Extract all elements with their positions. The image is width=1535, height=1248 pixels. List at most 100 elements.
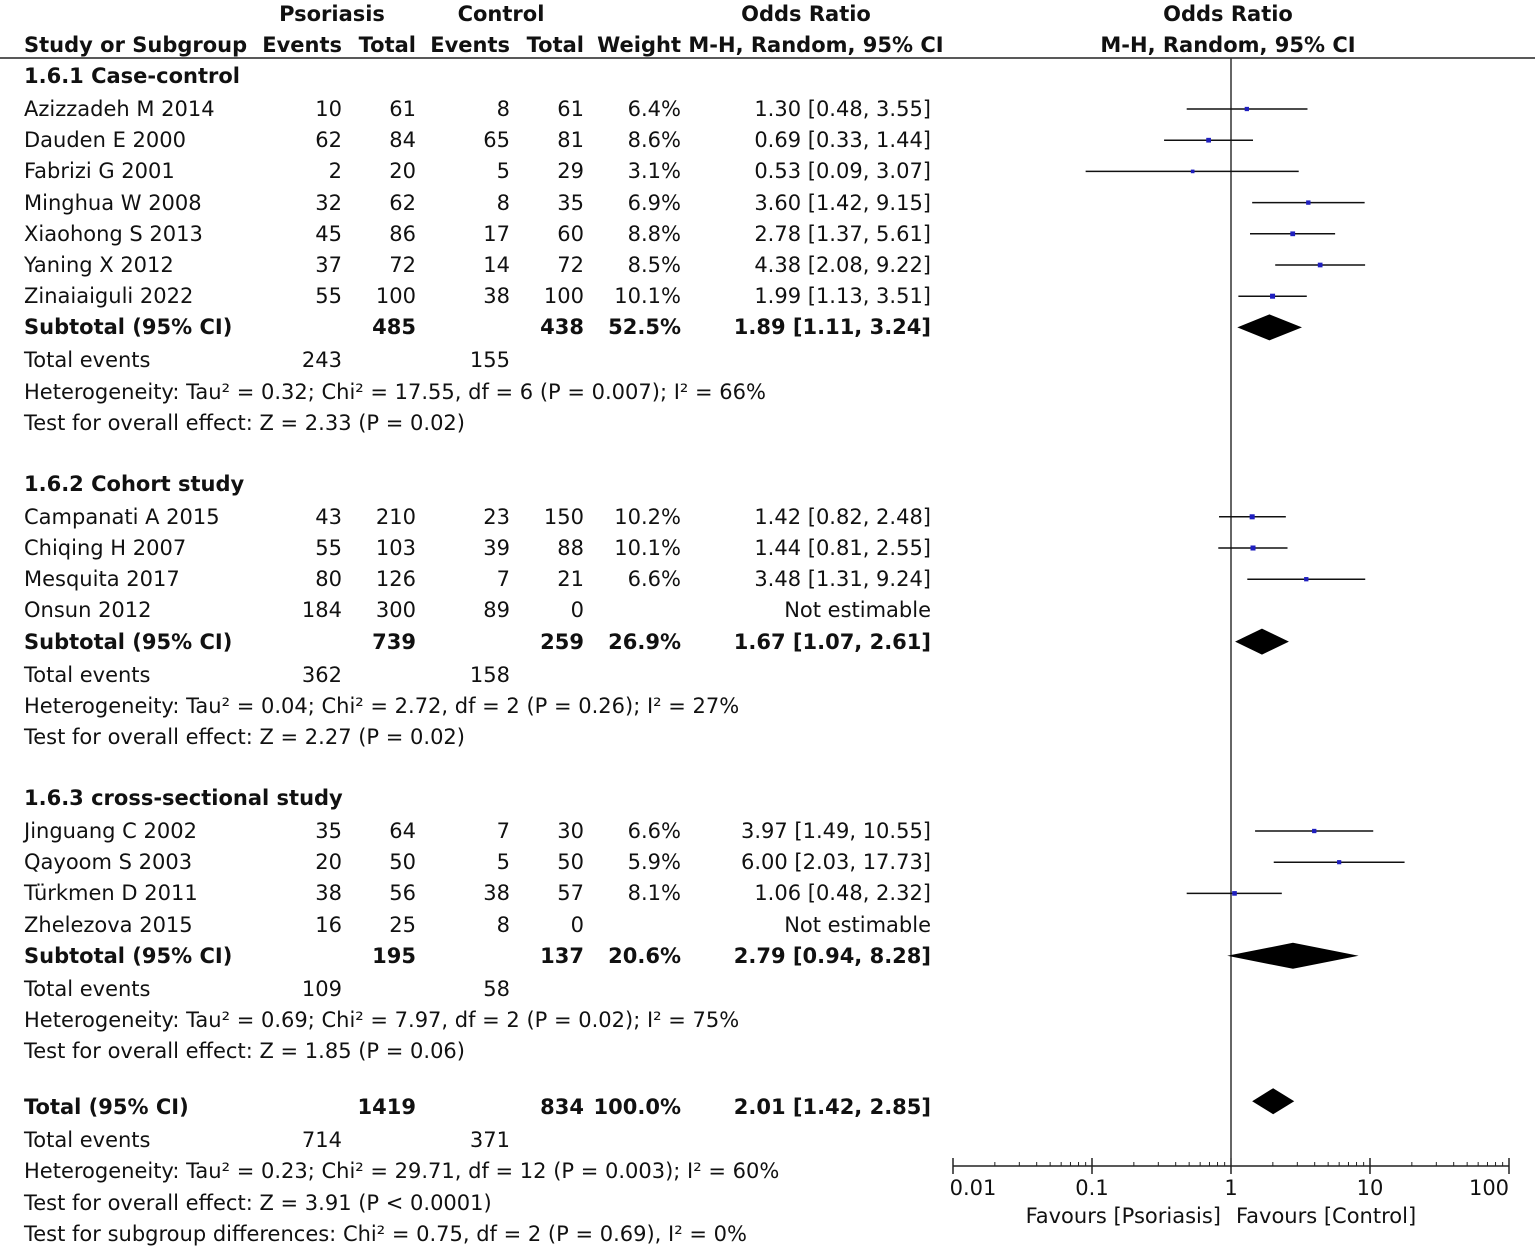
study-total-control: 21	[557, 567, 584, 592]
col-weight: Weight	[597, 33, 681, 57]
overall-total-events-psoriasis: 714	[301, 1128, 342, 1153]
study-total-psoriasis: 84	[389, 128, 416, 153]
study-name: Yaning X 2012	[24, 253, 174, 277]
study-weight: 8.6%	[627, 128, 681, 153]
col-total-control: Total	[526, 33, 584, 57]
study-weight: 6.4%	[627, 97, 681, 121]
study-total-control: 88	[557, 536, 584, 560]
study-point-estimate	[1249, 514, 1255, 520]
study-total-psoriasis: 72	[389, 253, 416, 277]
study-weight: 8.1%	[627, 881, 681, 906]
col-study: Study or Subgroup	[24, 33, 248, 57]
study-ci: 1.06 [0.48, 2.32]	[754, 881, 931, 906]
study-ci: 4.38 [2.08, 9.22]	[754, 253, 931, 277]
study-ci: 1.42 [0.82, 2.48]	[754, 504, 931, 529]
overall-weight: 100.0%	[593, 1095, 681, 1120]
x-tick-label: 0.01	[949, 1176, 997, 1200]
study-events-control: 38	[483, 284, 510, 309]
study-events-psoriasis: 38	[315, 881, 342, 906]
overall-effect-text: Test for overall effect: Z = 1.85 (P = 0…	[24, 1039, 465, 1064]
study-events-psoriasis: 184	[301, 598, 342, 623]
study-weight: 8.5%	[627, 253, 681, 277]
overall-effect-test-text: Test for overall effect: Z = 3.91 (P < 0…	[24, 1190, 492, 1215]
study-events-psoriasis: 55	[315, 536, 342, 560]
study-ci: 3.48 [1.31, 9.24]	[754, 567, 931, 592]
study-name: Dauden E 2000	[24, 128, 186, 153]
study-total-psoriasis: 86	[389, 221, 416, 246]
study-name: Türkmen D 2011	[24, 881, 198, 906]
study-point-estimate	[1244, 106, 1249, 112]
study-total-psoriasis: 20	[389, 159, 416, 184]
study-weight: 3.1%	[627, 159, 681, 184]
overall-ci: 2.01 [1.42, 2.85]	[733, 1095, 931, 1120]
subtotal-weight: 26.9%	[608, 629, 681, 654]
study-point-estimate	[1270, 293, 1276, 299]
subtotal-ci: 1.89 [1.11, 3.24]	[733, 315, 931, 340]
col-method-left: M-H, Random, 95% CI	[688, 33, 944, 57]
overall-label: Total (95% CI)	[24, 1095, 189, 1120]
study-events-psoriasis: 37	[315, 253, 342, 277]
study-ci: 1.44 [0.81, 2.55]	[754, 536, 931, 560]
study-events-control: 8	[496, 912, 510, 937]
study-ci: 6.00 [2.03, 17.73]	[740, 850, 931, 875]
study-events-psoriasis: 43	[315, 504, 342, 529]
study-point-estimate	[1190, 169, 1195, 174]
overall-heterogeneity-text: Heterogeneity: Tau² = 0.23; Chi² = 29.71…	[24, 1159, 780, 1184]
subtotal-label: Subtotal (95% CI)	[24, 943, 233, 968]
study-ci: Not estimable	[784, 912, 931, 937]
study-events-control: 23	[483, 504, 510, 529]
heterogeneity-text: Heterogeneity: Tau² = 0.04; Chi² = 2.72,…	[24, 693, 740, 718]
study-events-psoriasis: 16	[315, 912, 342, 937]
study-events-psoriasis: 20	[315, 850, 342, 875]
study-total-control: 35	[557, 190, 584, 215]
study-events-psoriasis: 10	[315, 97, 342, 121]
pooled-estimate-diamond	[1235, 628, 1289, 655]
overall-total-psoriasis: 1419	[357, 1095, 416, 1120]
subtotal-ci: 1.67 [1.07, 2.61]	[733, 629, 931, 654]
study-name: Onsun 2012	[24, 598, 152, 623]
study-total-control: 0	[570, 598, 584, 623]
x-tick-label: 10	[1356, 1176, 1384, 1200]
study-ci: 2.78 [1.37, 5.61]	[754, 221, 931, 246]
favours-right-label: Favours [Control]	[1236, 1204, 1417, 1228]
overall-effect-text: Test for overall effect: Z = 2.33 (P = 0…	[24, 410, 465, 435]
x-tick-label: 100	[1468, 1176, 1510, 1200]
study-total-control: 150	[543, 504, 584, 529]
study-total-psoriasis: 100	[375, 284, 416, 309]
study-events-control: 5	[496, 159, 510, 184]
study-name: Jinguang C 2002	[24, 819, 197, 843]
study-total-psoriasis: 62	[389, 190, 416, 215]
study-events-psoriasis: 32	[315, 190, 342, 215]
header-control: Control	[457, 2, 545, 26]
subtotal-ci: 2.79 [0.94, 8.28]	[733, 943, 931, 968]
heterogeneity-text: Heterogeneity: Tau² = 0.32; Chi² = 17.55…	[24, 379, 766, 404]
x-tick-label: 1	[1224, 1176, 1238, 1200]
study-name: Chiqing H 2007	[24, 536, 187, 560]
study-ci: 3.60 [1.42, 9.15]	[754, 190, 931, 215]
study-name: Fabrizi G 2001	[24, 159, 175, 184]
study-events-control: 14	[483, 253, 510, 277]
study-weight: 10.1%	[614, 536, 681, 560]
study-weight: 6.6%	[627, 819, 681, 843]
subtotal-weight: 52.5%	[608, 315, 681, 340]
study-events-psoriasis: 45	[315, 221, 342, 246]
subgroup-title: 1.6.2 Cohort study	[24, 471, 245, 496]
study-weight: 5.9%	[627, 850, 681, 875]
total-events-psoriasis: 243	[301, 348, 342, 373]
study-ci: 1.30 [0.48, 3.55]	[754, 97, 931, 121]
total-events-label: Total events	[24, 348, 151, 373]
study-total-control: 60	[557, 221, 584, 246]
study-total-control: 81	[557, 128, 584, 153]
col-total-psoriasis: Total	[358, 33, 416, 57]
study-total-psoriasis: 126	[375, 567, 416, 592]
study-ci: 0.53 [0.09, 3.07]	[754, 159, 931, 184]
study-total-control: 100	[543, 284, 584, 309]
study-events-control: 8	[496, 190, 510, 215]
total-events-label: Total events	[24, 662, 151, 687]
study-events-control: 89	[483, 598, 510, 623]
study-ci: 3.97 [1.49, 10.55]	[740, 819, 931, 843]
study-name: Zhelezova 2015	[24, 912, 193, 937]
study-point-estimate	[1250, 545, 1256, 551]
study-total-psoriasis: 103	[375, 536, 416, 560]
